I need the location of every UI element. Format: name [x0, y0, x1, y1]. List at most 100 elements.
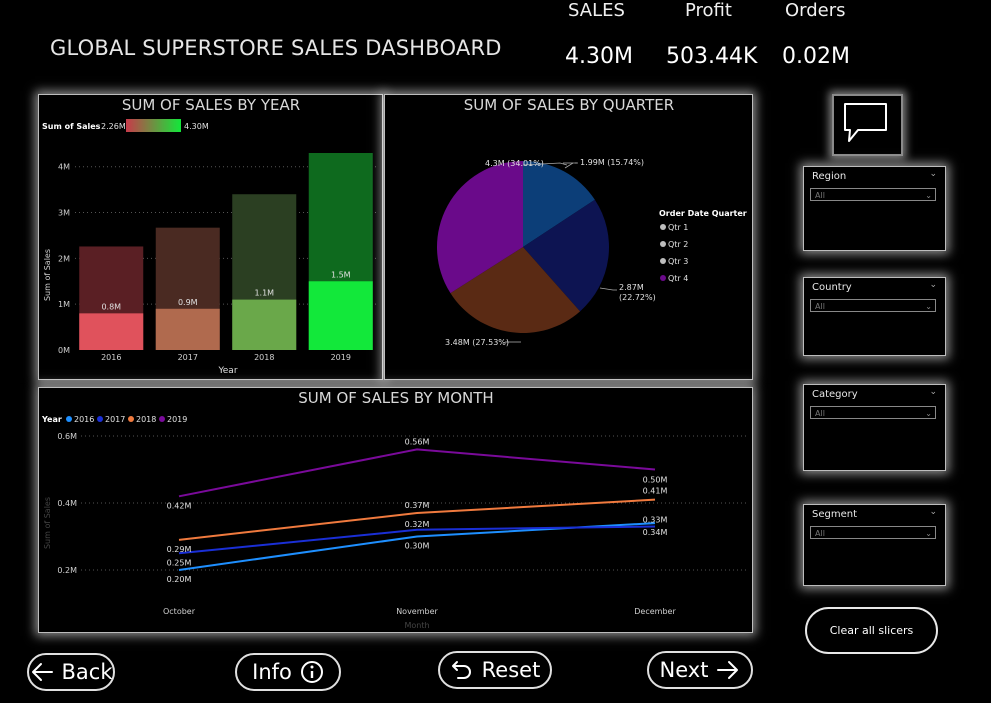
dropdown-value: All [815, 302, 825, 311]
legend-gradient [126, 119, 181, 132]
y-tick-label: 0.2M [57, 566, 77, 575]
country-dropdown[interactable]: All ⌄ [810, 299, 936, 312]
pie-label-qtr2-pct: (22.72%) [619, 293, 656, 302]
slicer-label: Country [812, 282, 852, 293]
pie-label-qtr3: 3.48M (27.53%) [445, 338, 509, 347]
kpi-sales-value: 4.30M [565, 44, 633, 69]
segment-slicer[interactable]: Segment ⌄ All ⌄ [803, 504, 946, 586]
reset-label: Reset [481, 658, 541, 682]
data-label: 0.33M [643, 515, 668, 524]
legend-marker [159, 416, 165, 422]
line-legend-title: Year [41, 415, 62, 424]
region-dropdown[interactable]: All ⌄ [810, 188, 936, 201]
y-tick-label: 1M [58, 300, 70, 309]
kpi-profit-label: Profit [685, 0, 732, 21]
sales-by-year-svg: SUM OF SALES BY YEAR Sum of Sales 2.26M … [42, 96, 379, 376]
bar-data-label: 1.1M [254, 289, 274, 298]
bar-data-label: 0.8M [101, 302, 121, 311]
series-line-2019 [178, 448, 656, 498]
info-button[interactable]: Info [235, 653, 341, 691]
chevron-down-icon: ⌄ [925, 191, 932, 200]
reset-button[interactable]: Reset [438, 651, 552, 689]
next-button[interactable]: Next [647, 651, 753, 689]
segment-dropdown[interactable]: All ⌄ [810, 526, 936, 539]
sales-by-month-svg: SUM OF SALES BY MONTH Year 2016 2017 2018 2… [41, 389, 747, 630]
bar-data-label: 0.9M [178, 298, 198, 307]
y-axis-title: Sum of Sales [43, 497, 52, 549]
x-tick-label: 2018 [254, 353, 274, 362]
category-slicer[interactable]: Category ⌄ All ⌄ [803, 384, 946, 471]
x-tick-label: October [163, 607, 196, 616]
sales-by-quarter-svg: SUM OF SALES BY QUARTER Order Date Quart… [437, 96, 747, 347]
leader-line [522, 162, 568, 166]
pie-slice-qtr-2 [523, 199, 609, 312]
dropdown-value: All [815, 409, 825, 418]
dropdown-value: All [815, 529, 825, 538]
data-label: 0.20M [167, 575, 192, 584]
x-tick-label: 2016 [101, 353, 121, 362]
y-tick-label: 0.4M [57, 499, 77, 508]
y-axis-title: Sum of Sales [43, 249, 52, 301]
category-dropdown[interactable]: All ⌄ [810, 406, 936, 419]
pie-label-qtr2-value: 2.87M [619, 283, 644, 292]
chevron-down-icon[interactable]: ⌄ [929, 387, 937, 397]
chart-title: SUM OF SALES BY YEAR [122, 96, 300, 114]
x-tick-label: December [634, 607, 676, 616]
kpi-orders-value: 0.02M [782, 44, 850, 69]
y-tick-label: 0.6M [57, 432, 77, 441]
back-button[interactable]: Back [27, 653, 115, 691]
legend-entry: 2017 [105, 415, 125, 424]
legend-marker [128, 416, 134, 422]
page-title: GLOBAL SUPERSTORE SALES DASHBOARD [50, 36, 502, 60]
chevron-down-icon: ⌄ [925, 302, 932, 311]
data-label: 0.29M [167, 545, 192, 554]
arrow-left-icon [31, 663, 53, 681]
data-label: 0.41M [643, 487, 668, 496]
y-tick-label: 4M [58, 163, 70, 172]
sales-by-quarter-chart[interactable]: SUM OF SALES BY QUARTER Order Date Quart… [384, 94, 753, 380]
x-tick-label: November [396, 607, 438, 616]
data-label: 0.34M [643, 528, 668, 537]
chevron-down-icon: ⌄ [925, 409, 932, 418]
legend-entry: Qtr 3 [668, 257, 688, 266]
leader-line [599, 287, 617, 291]
pie-label-qtr4: 4.3M (34.01%) [485, 159, 544, 168]
chevron-down-icon[interactable]: ⌄ [929, 280, 937, 290]
sales-by-year-chart[interactable]: SUM OF SALES BY YEAR Sum of Sales 2.26M … [38, 94, 383, 380]
kpi-profit-value: 503.44K [666, 44, 758, 69]
slicer-label: Category [812, 389, 858, 400]
legend-marker [660, 241, 666, 247]
kpi-sales-label: SALES [568, 0, 625, 21]
bar-inner-2019 [308, 281, 373, 350]
undo-arrow-icon [451, 661, 471, 679]
comment-button[interactable] [832, 94, 903, 156]
leader-line [564, 162, 578, 169]
pie-slice-qtr-3 [450, 247, 581, 333]
data-label: 0.25M [167, 558, 192, 567]
chevron-down-icon[interactable]: ⌄ [929, 169, 937, 179]
data-label: 0.32M [405, 520, 430, 529]
bar-inner-2016 [79, 313, 144, 350]
chevron-down-icon[interactable]: ⌄ [929, 507, 937, 517]
x-tick-label: 2017 [178, 353, 198, 362]
sales-by-month-chart[interactable]: SUM OF SALES BY MONTH Year 2016 2017 2018 2… [38, 387, 753, 633]
slicer-label: Segment [812, 509, 857, 520]
region-slicer[interactable]: Region ⌄ All ⌄ [803, 166, 946, 251]
data-label: 0.56M [405, 437, 430, 446]
y-tick-label: 3M [58, 209, 70, 218]
series-line-2018 [178, 498, 656, 541]
slicer-label: Region [812, 171, 847, 182]
legend-marker [66, 416, 72, 422]
legend-entry: Qtr 2 [668, 240, 688, 249]
speech-bubble-icon [844, 103, 887, 142]
legend-max: 4.30M [184, 122, 209, 131]
chart-title: SUM OF SALES BY QUARTER [464, 96, 674, 114]
legend-marker [660, 224, 666, 230]
country-slicer[interactable]: Country ⌄ All ⌄ [803, 277, 946, 356]
data-label: 0.50M [643, 476, 668, 485]
legend-marker [97, 416, 103, 422]
bar-data-label: 1.5M [331, 270, 351, 279]
legend-marker [660, 275, 666, 281]
clear-all-slicers-button[interactable]: Clear all slicers [805, 607, 938, 654]
info-label: Info [252, 660, 292, 684]
